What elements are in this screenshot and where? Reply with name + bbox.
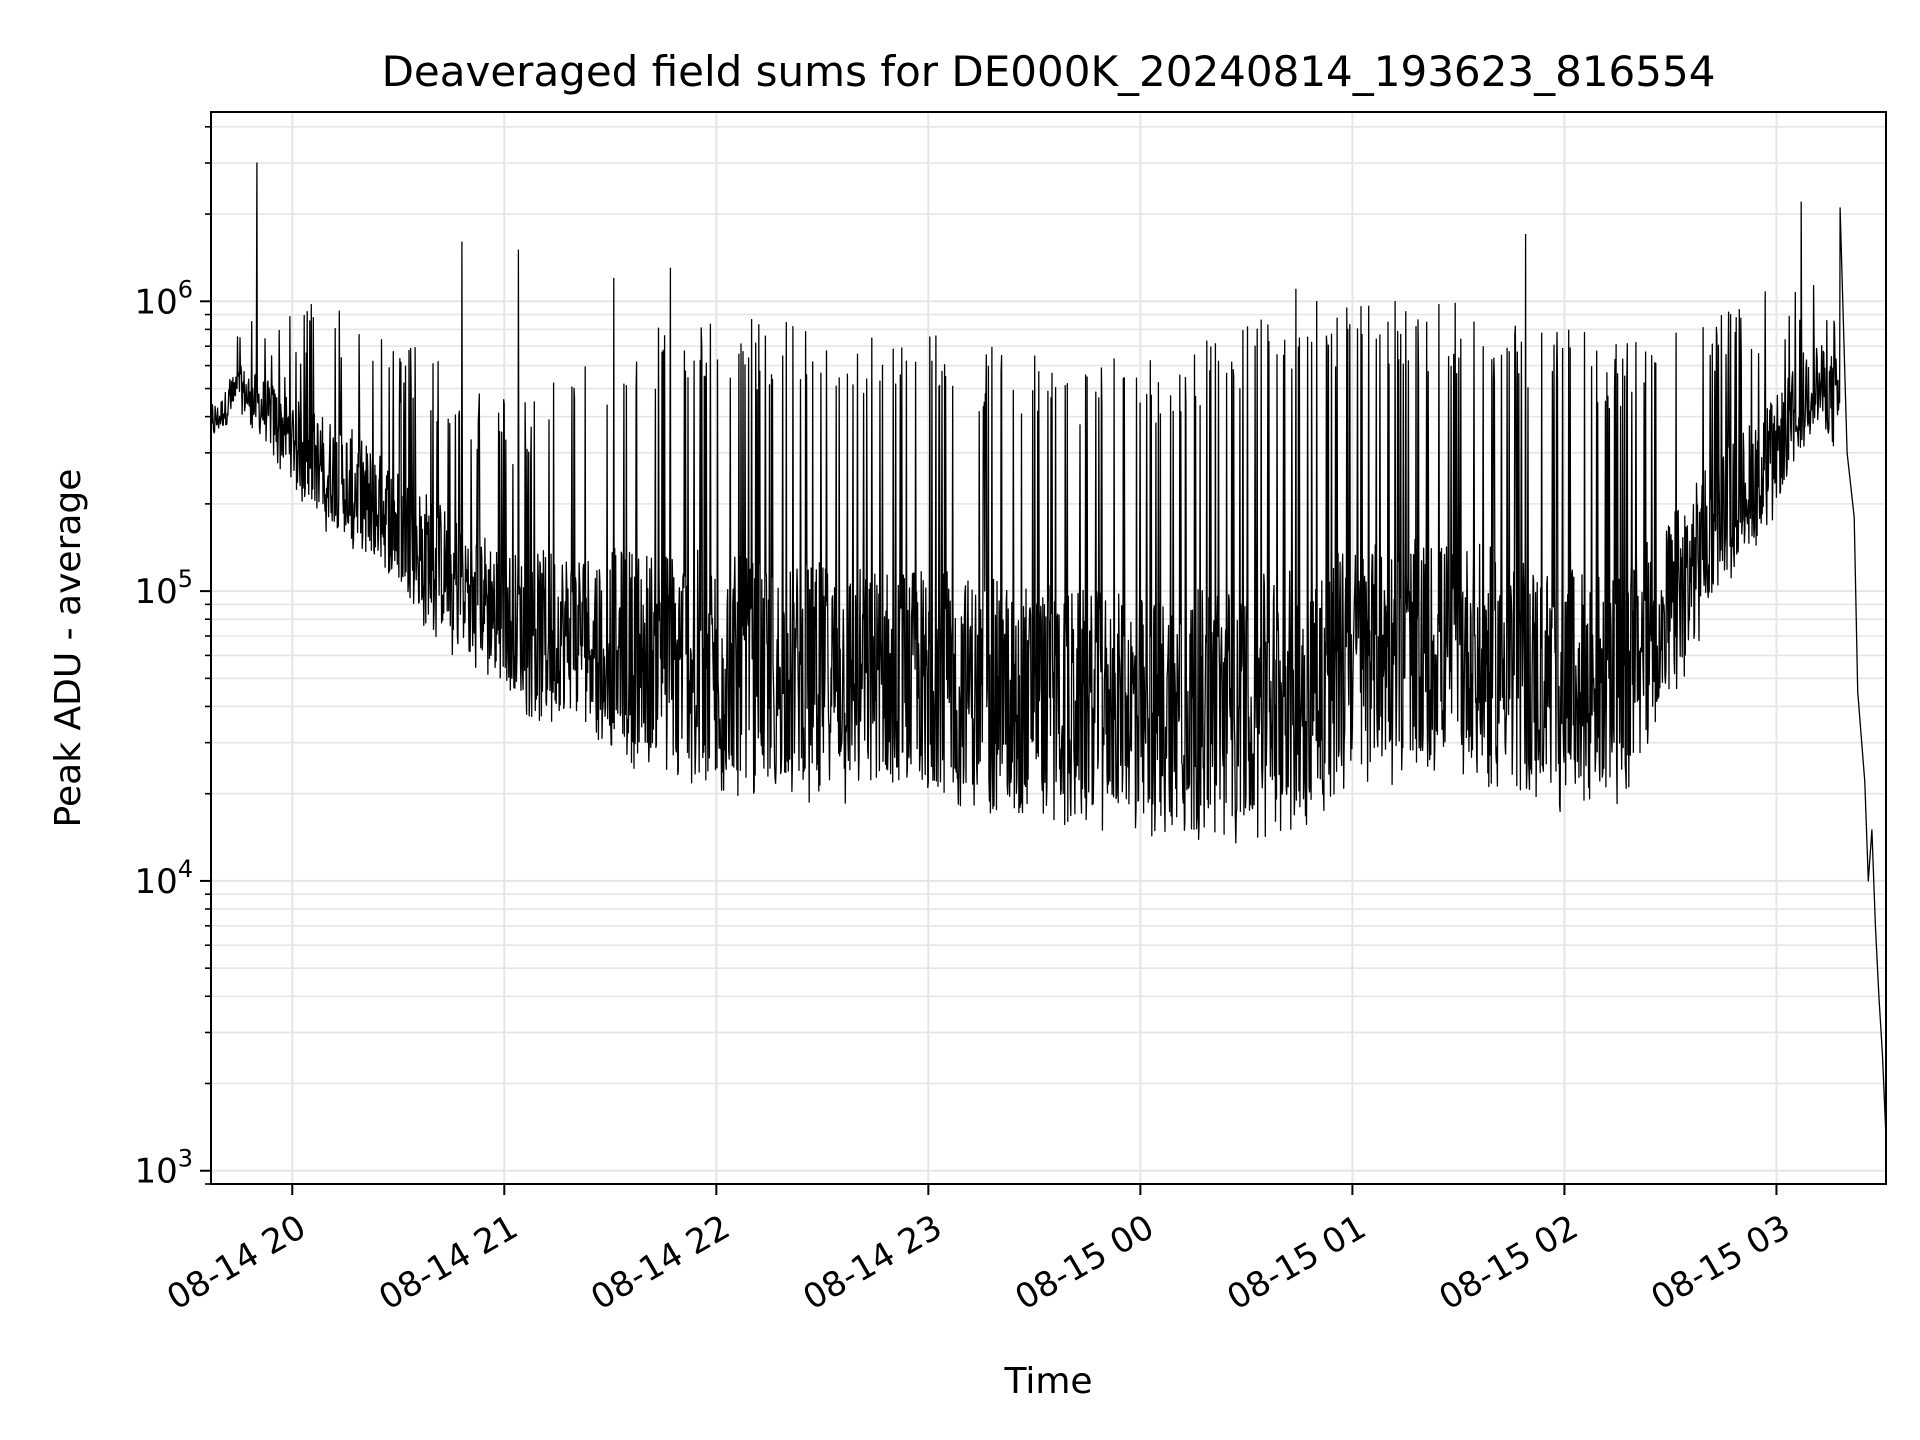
chart-title: Deaveraged field sums for DE000K_2024081… — [382, 47, 1716, 96]
x-axis-title: Time — [1003, 1361, 1092, 1402]
y-axis-title: Peak ADU - average — [48, 469, 89, 828]
